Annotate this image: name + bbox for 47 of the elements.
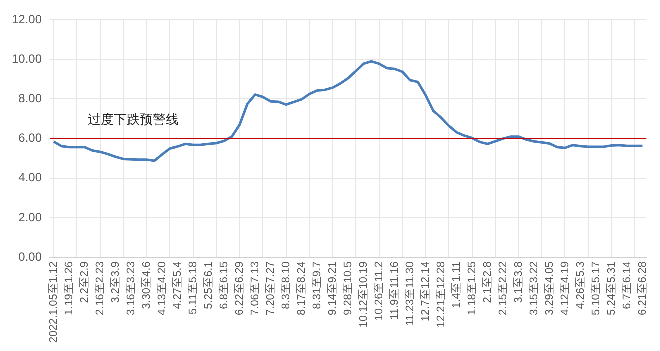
y-tick-label: 2.00 (18, 210, 42, 224)
ref-line-label: 过度下跌预警线 (88, 112, 180, 127)
x-tick-label: 10.12至10.19 (358, 262, 370, 328)
x-tick-label: 3.1至3.8 (512, 262, 525, 304)
y-tick-label: 8.00 (18, 92, 42, 106)
x-tick-label: 8.3至8.10 (280, 262, 292, 310)
x-tick-label: 11.9至11.16 (388, 262, 401, 320)
x-tick-label: 4.27至5.4 (172, 262, 184, 310)
x-tick-label: 4.26至5.3 (574, 262, 587, 310)
x-tick-label: 7.20至7.27 (264, 262, 277, 316)
x-tick-label: 6.8至6.15 (218, 262, 230, 310)
x-tick-label: 4.13至4.20 (156, 262, 168, 316)
x-tick-label: 5.24至5.31 (606, 262, 618, 316)
y-tick-label: 4.00 (18, 170, 42, 185)
x-tick-label: 7.06至7.13 (249, 262, 262, 316)
x-tick-label: 12.21至12.28 (435, 262, 448, 328)
x-tick-label: 3.16至3.23 (125, 262, 138, 316)
x-tick-label: 3.29至4.05 (544, 262, 556, 316)
x-tick-label: 8.17至8.24 (296, 262, 308, 316)
x-tick-label: 2.1至2.8 (482, 262, 494, 304)
x-tick-label: 1.19至1.26 (63, 262, 76, 316)
x-tick-label: 4.12至4.19 (559, 262, 572, 316)
x-tick-label: 3.15至3.22 (528, 262, 540, 316)
x-tick-label: 2.16至2.23 (94, 262, 106, 316)
x-tick-label: 6.7至6.14 (621, 262, 634, 310)
x-tick-label: 12.7至12.14 (420, 262, 432, 322)
x-tick-label: 8.31至9.7 (311, 262, 324, 310)
x-tick-label: 5.10至5.17 (590, 262, 602, 316)
y-tick-label: 6.00 (18, 131, 42, 146)
y-tick-label: 10.00 (12, 52, 42, 66)
y-tick-label: 12.00 (12, 12, 42, 26)
x-tick-label: 11.23至11.30 (404, 262, 416, 326)
x-tick-label: 3.30至4.6 (140, 262, 153, 310)
y-tick-label: 0.00 (18, 250, 42, 264)
x-tick-label: 9.14至9.21 (326, 262, 339, 316)
x-tick-label: 10.26至11.2 (373, 262, 386, 321)
x-tick-label: 5.25至6.1 (202, 262, 215, 310)
x-tick-label: 9.28至10.5 (342, 262, 354, 316)
x-tick-label: 5.11至5.18 (187, 262, 200, 315)
x-tick-label: 1.4至1.11 (450, 262, 463, 309)
x-tick-label: 2022.1.05至1.12 (48, 262, 60, 344)
x-tick-label: 2.15至2.22 (497, 262, 510, 316)
x-tick-label: 3.2至3.9 (110, 262, 122, 304)
x-tick-label: 2.2至2.9 (78, 262, 91, 304)
x-tick-label: 1.18至1.25 (466, 262, 478, 316)
x-tick-label: 6.21至6.28 (636, 262, 649, 316)
x-tick-label: 6.22至6.29 (234, 262, 246, 316)
